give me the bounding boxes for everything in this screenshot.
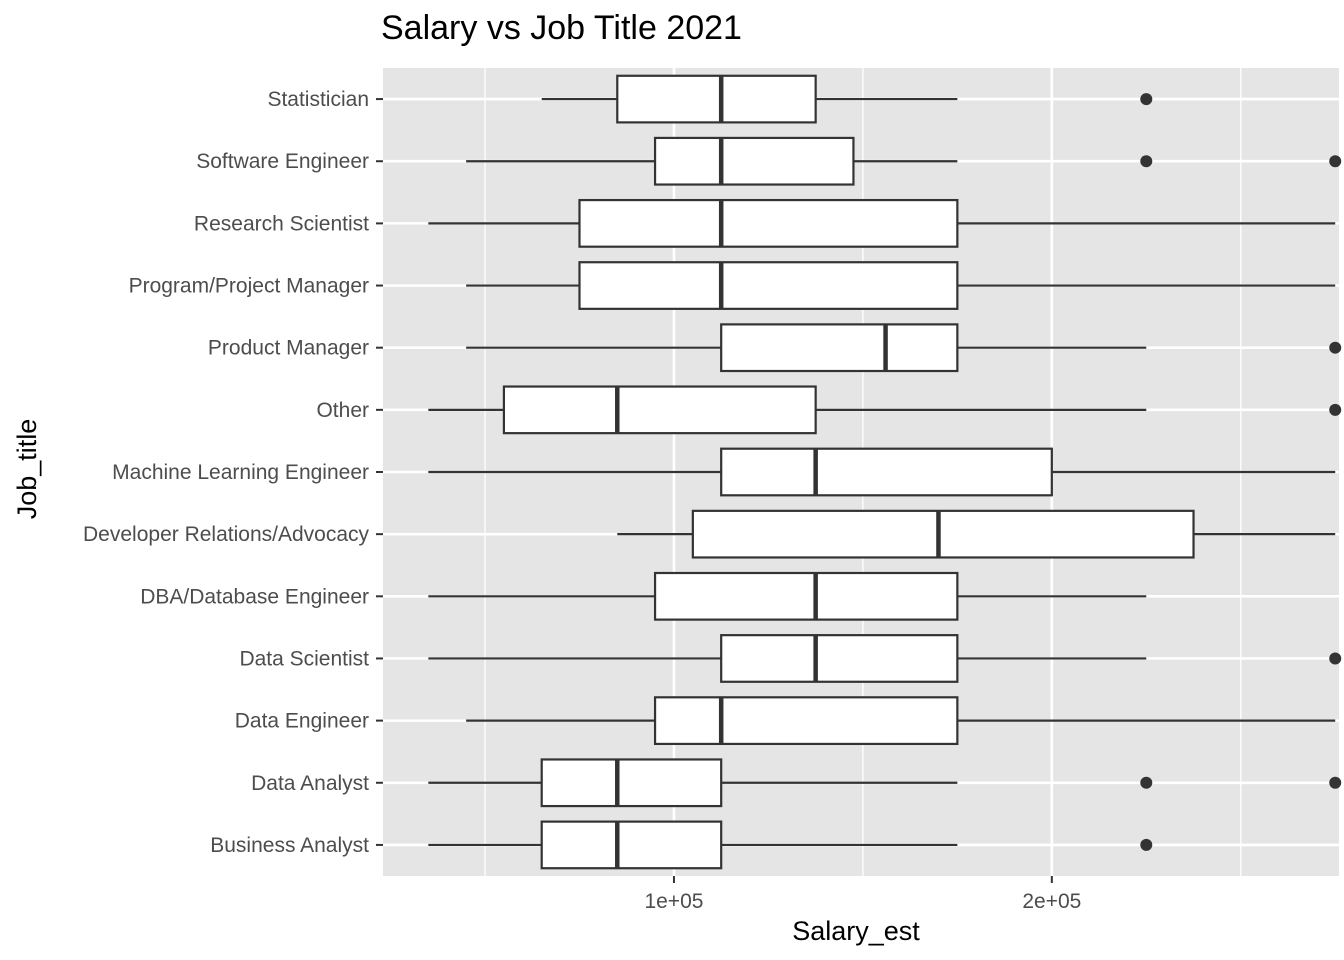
outlier-point [1140, 93, 1153, 106]
outlier-point [1329, 341, 1342, 354]
box-group [617, 509, 1336, 559]
outlier-point [1329, 403, 1342, 416]
y-tick-label: Developer Relations/Advocacy [83, 523, 369, 546]
outlier-point [1329, 652, 1342, 665]
outlier-point [1140, 838, 1153, 851]
box [720, 323, 959, 373]
y-tick-label: Data Scientist [239, 647, 369, 670]
box-group [466, 136, 1342, 186]
y-tick-label: Data Analyst [251, 772, 369, 795]
box [502, 385, 817, 435]
y-tick-label: Business Analyst [210, 834, 369, 857]
box-group [428, 571, 1147, 621]
box-group [428, 447, 1336, 497]
x-tick-label: 1e+05 [644, 890, 703, 913]
box [653, 696, 959, 746]
y-axis-title: Job_title [12, 419, 42, 520]
box-group [428, 820, 1153, 870]
outlier-point [1140, 776, 1153, 789]
y-tick-label: Software Engineer [196, 150, 369, 173]
chart-title: Salary vs Job Title 2021 [381, 9, 742, 47]
box-group [428, 634, 1342, 683]
box [653, 136, 855, 186]
outlier-point [1329, 155, 1342, 168]
x-axis: 1e+05 2e+05 [644, 876, 1081, 913]
box-group [466, 696, 1336, 746]
y-tick-label: Machine Learning Engineer [112, 461, 369, 484]
box-group [466, 261, 1336, 310]
y-tick-label: Data Engineer [235, 710, 369, 733]
x-tick-label: 2e+05 [1022, 890, 1081, 913]
box [540, 758, 723, 808]
y-tick-label: DBA/Database Engineer [140, 585, 369, 608]
box-group [428, 385, 1342, 435]
outlier-point [1329, 776, 1342, 789]
box [691, 509, 1195, 559]
outlier-point [1140, 155, 1153, 168]
box [616, 74, 817, 124]
box-group [428, 758, 1342, 808]
box-group [466, 323, 1342, 373]
y-tick-label: Product Manager [208, 337, 369, 360]
y-tick-label: Other [316, 399, 369, 422]
box [653, 571, 959, 621]
y-tick-label: Program/Project Manager [129, 275, 369, 298]
box-group [541, 74, 1153, 124]
box [540, 820, 723, 870]
box [720, 447, 1053, 497]
y-axis: Business Analyst Data Analyst Data Enginee… [83, 88, 383, 857]
y-tick-label: Statistician [267, 88, 369, 111]
x-axis-title: Salary_est [792, 916, 920, 946]
box-group [428, 198, 1336, 248]
box [720, 634, 959, 683]
boxes [428, 74, 1342, 870]
box [578, 198, 959, 248]
y-tick-label: Research Scientist [194, 212, 369, 235]
box [578, 261, 959, 310]
